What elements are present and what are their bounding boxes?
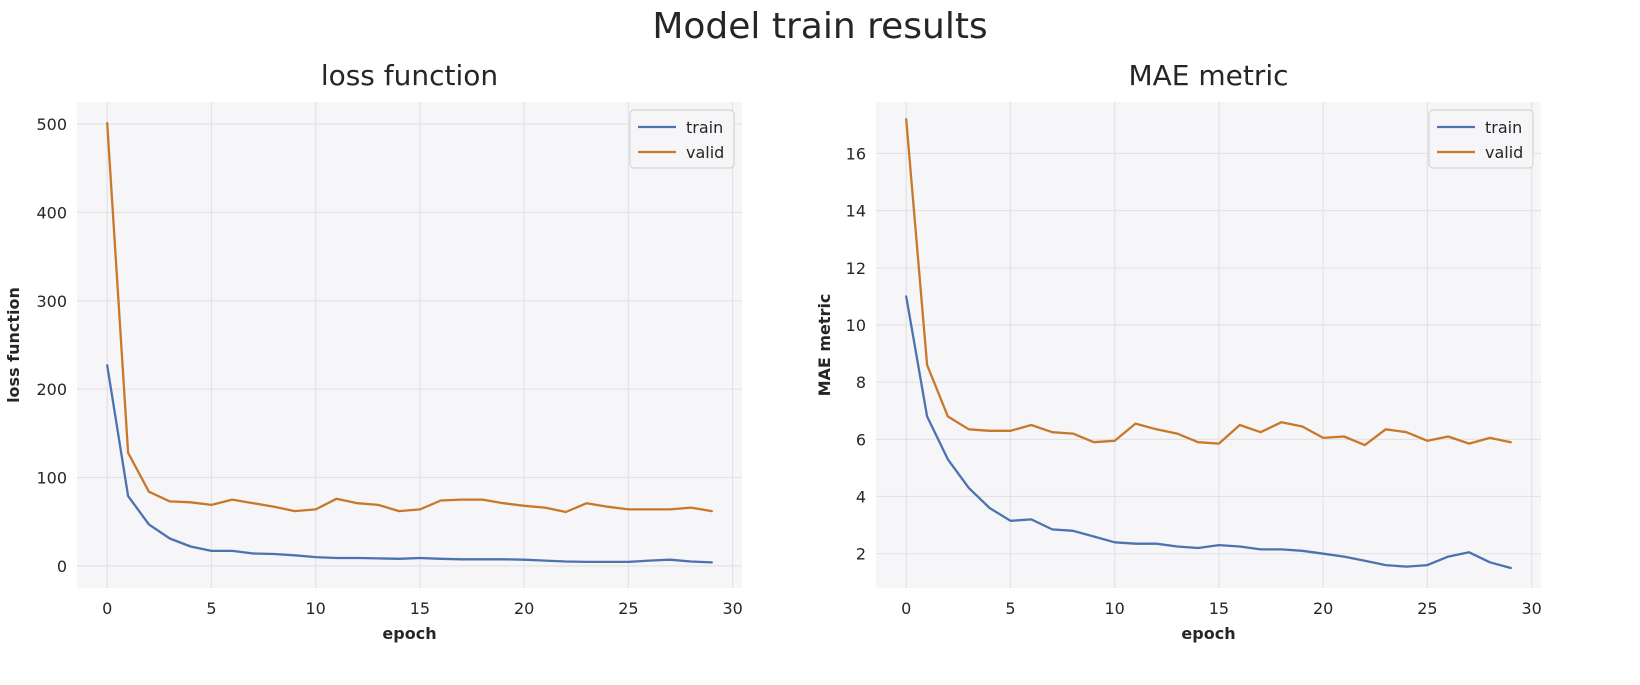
mae-y-tick-label: 2 xyxy=(856,545,866,564)
mae-x-tick-label: 30 xyxy=(1521,599,1541,618)
loss-x-tick-label: 20 xyxy=(514,599,534,618)
mae-x-tick-label: 20 xyxy=(1313,599,1333,618)
loss-x-tick-label: 25 xyxy=(618,599,638,618)
mae-plot-area xyxy=(876,102,1541,588)
loss-series-valid-line xyxy=(106,122,713,514)
loss-y-tick-label: 0 xyxy=(57,557,67,576)
loss-series-train-line xyxy=(106,364,713,564)
mae-y-tick-label: 12 xyxy=(846,259,866,278)
figure-title: Model train results xyxy=(652,6,988,47)
loss-x-tick-label: 10 xyxy=(306,599,326,618)
mae-y-axis-label: MAE metric xyxy=(815,294,834,397)
loss-legend xyxy=(629,109,735,169)
mae-y-tick-label: 16 xyxy=(846,144,866,163)
mae-x-tick-label: 0 xyxy=(901,599,911,618)
mae-y-tick-label: 14 xyxy=(846,202,866,221)
loss-title: loss function xyxy=(321,59,498,92)
mae-series-train-line xyxy=(905,295,1512,570)
mae-legend xyxy=(1428,109,1534,169)
mae-legend-valid-label: valid xyxy=(1485,143,1523,162)
mae-x-tick-label: 10 xyxy=(1105,599,1125,618)
mae-y-tick-label: 4 xyxy=(856,488,866,507)
loss-x-tick-label: 30 xyxy=(722,599,742,618)
mae-y-tick-label: 6 xyxy=(856,430,866,449)
loss-y-tick-label: 100 xyxy=(36,469,67,488)
loss-x-axis-label: epoch xyxy=(382,624,436,643)
loss-y-tick-label: 400 xyxy=(36,203,67,222)
mae-title: MAE metric xyxy=(1128,59,1288,92)
mae-series-valid-line xyxy=(905,118,1512,447)
loss-y-axis-label: loss function xyxy=(4,287,23,403)
loss-y-tick-label: 300 xyxy=(36,292,67,311)
mae-y-tick-label: 8 xyxy=(856,373,866,392)
loss-y-tick-label: 500 xyxy=(36,115,67,134)
mae-legend-train-label: train xyxy=(1485,118,1522,137)
mae-x-tick-label: 15 xyxy=(1209,599,1229,618)
loss-y-tick-label: 200 xyxy=(36,380,67,399)
mae-x-tick-label: 5 xyxy=(1005,599,1015,618)
loss-legend-valid-label: valid xyxy=(686,143,724,162)
mae-x-axis-label: epoch xyxy=(1181,624,1235,643)
mae-y-tick-label: 10 xyxy=(846,316,866,335)
loss-x-tick-label: 15 xyxy=(410,599,430,618)
loss-legend-train-label: train xyxy=(686,118,723,137)
loss-x-tick-label: 5 xyxy=(206,599,216,618)
loss-x-tick-label: 0 xyxy=(102,599,112,618)
mae-x-tick-label: 25 xyxy=(1417,599,1437,618)
loss-plot-area xyxy=(77,102,742,588)
